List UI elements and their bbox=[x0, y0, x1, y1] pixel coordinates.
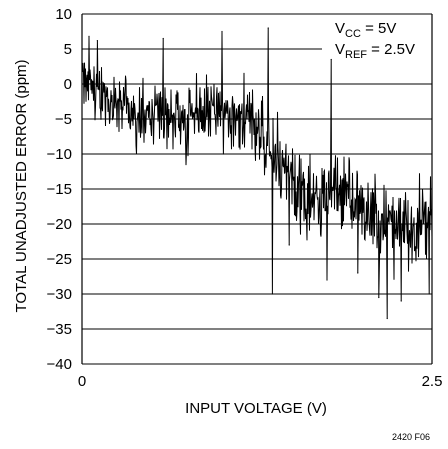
x-tick-label: 0 bbox=[78, 373, 86, 390]
y-tick-label: 10 bbox=[55, 6, 72, 23]
x-tick-labels: 0 2.5 bbox=[78, 373, 443, 390]
spike-point bbox=[326, 279, 328, 281]
spike-point bbox=[221, 30, 223, 33]
spike-point bbox=[386, 317, 388, 320]
x-axis-title: INPUT VOLTAGE (V) bbox=[185, 400, 327, 417]
spike-point bbox=[428, 293, 430, 295]
spike-point bbox=[222, 153, 224, 155]
y-tick-label: −5 bbox=[55, 111, 72, 128]
vref-annotation: VREF = 2.5V bbox=[335, 41, 415, 61]
vcc-symbol: V bbox=[335, 20, 345, 37]
spike-point bbox=[267, 27, 269, 29]
y-tick-label: −20 bbox=[47, 216, 72, 233]
y-tick-label: −40 bbox=[47, 356, 72, 373]
spike-point bbox=[88, 35, 90, 38]
vref-value: = 2.5V bbox=[367, 41, 415, 58]
y-tick-label: −35 bbox=[47, 321, 72, 338]
spike-point bbox=[96, 40, 98, 42]
y-tick-label: −30 bbox=[47, 286, 72, 303]
spike-point bbox=[271, 293, 273, 295]
vcc-value: = 5V bbox=[361, 20, 396, 37]
vref-subscript: REF bbox=[345, 49, 367, 61]
y-tick-label: −10 bbox=[47, 146, 72, 163]
spike-point bbox=[330, 58, 332, 61]
conditions-annotation: VCC = 5V VREF = 2.5V bbox=[335, 20, 415, 61]
y-tick-labels: 10 5 0 −5 −10 −15 −20 −25 −30 −35 −40 bbox=[47, 6, 72, 373]
vref-symbol: V bbox=[335, 41, 345, 58]
y-tick-label: 5 bbox=[64, 41, 72, 58]
y-tick-label: 0 bbox=[64, 76, 72, 93]
vcc-annotation: VCC = 5V bbox=[335, 20, 396, 40]
y-tick-label: −25 bbox=[47, 251, 72, 268]
plot-area bbox=[81, 27, 433, 320]
error-trace-line bbox=[81, 27, 433, 319]
spike-point bbox=[357, 272, 359, 274]
y-tick-label: −15 bbox=[47, 181, 72, 198]
x-tick-label: 2.5 bbox=[422, 373, 443, 390]
y-axis-title: TOTAL UNADJUSTED ERROR (ppm) bbox=[13, 59, 30, 312]
spike-point bbox=[162, 37, 164, 40]
figure-id: 2420 F06 bbox=[392, 432, 430, 442]
spike-point bbox=[378, 296, 380, 299]
spike-point bbox=[400, 300, 402, 302]
spike-point bbox=[288, 244, 290, 246]
vcc-subscript: CC bbox=[345, 28, 361, 40]
gridlines bbox=[81, 13, 433, 365]
